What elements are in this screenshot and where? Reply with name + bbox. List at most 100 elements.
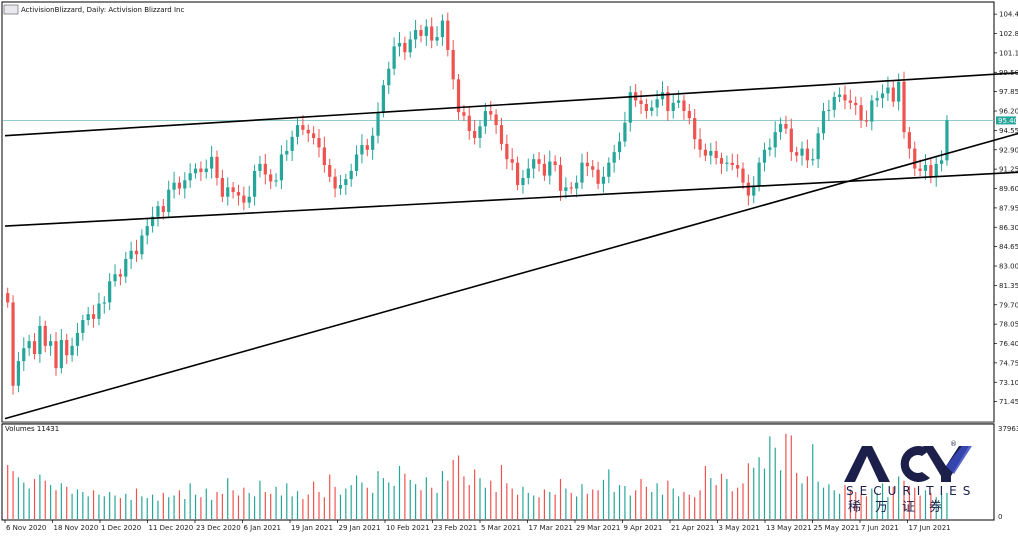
candle-body bbox=[553, 161, 557, 166]
candle-body bbox=[193, 168, 198, 174]
candle-body bbox=[714, 150, 718, 158]
y-tick-label: 97.85 bbox=[999, 88, 1018, 96]
candle-body bbox=[478, 126, 482, 139]
candle-body bbox=[778, 123, 783, 133]
x-tick-label: 19 Jan 2021 bbox=[291, 524, 333, 532]
candle-body bbox=[145, 226, 149, 236]
y-tick-label: 94.55 bbox=[999, 127, 1018, 135]
candle-body bbox=[923, 165, 928, 171]
candle-body bbox=[736, 165, 740, 169]
candle-body bbox=[210, 156, 214, 169]
candle-body bbox=[263, 163, 267, 175]
candle-body bbox=[483, 111, 487, 127]
x-tick-label: 5 Mar 2021 bbox=[481, 524, 521, 532]
candle-body bbox=[693, 118, 697, 140]
candle-body bbox=[617, 141, 622, 153]
x-tick-label: 7 Jun 2021 bbox=[861, 524, 899, 532]
candle-body bbox=[11, 302, 15, 386]
candle-body bbox=[719, 157, 724, 164]
candle-body bbox=[150, 216, 155, 227]
volume-zero-label: 0 bbox=[998, 513, 1002, 521]
candle-body bbox=[784, 123, 788, 129]
y-tick-label: 104.45 bbox=[999, 11, 1018, 19]
candle-body bbox=[650, 107, 654, 112]
candle-body bbox=[843, 94, 847, 101]
candle-body bbox=[258, 163, 262, 171]
candle-body bbox=[86, 314, 90, 321]
y-tick-label: 92.90 bbox=[999, 146, 1018, 154]
candle-body bbox=[435, 37, 439, 41]
candles bbox=[6, 12, 949, 395]
candle-body bbox=[768, 147, 772, 150]
candle-body bbox=[709, 150, 713, 156]
candle-body bbox=[371, 135, 375, 150]
candle-body bbox=[897, 81, 901, 102]
candle-body bbox=[510, 159, 514, 163]
candle-body bbox=[360, 145, 364, 155]
candle-body bbox=[666, 92, 670, 112]
x-tick-label: 25 May 2021 bbox=[814, 524, 860, 532]
candle-body bbox=[65, 339, 69, 356]
candle-body bbox=[295, 125, 300, 137]
x-tick-label: 21 Apr 2021 bbox=[671, 524, 714, 532]
trendlines[interactable] bbox=[4, 67, 1018, 420]
candle-body bbox=[338, 184, 343, 189]
candle-body bbox=[945, 120, 949, 161]
svg-text:95.40: 95.40 bbox=[998, 117, 1018, 125]
candle-body bbox=[408, 39, 412, 53]
candle-body bbox=[354, 154, 359, 171]
x-tick-label: 17 Mar 2021 bbox=[529, 524, 573, 532]
candle-body bbox=[419, 30, 423, 36]
chart-title: ActivisionBlizzard, Daily: Activision Bl… bbox=[21, 6, 184, 14]
candle-body bbox=[564, 187, 568, 191]
x-tick-label: 17 Jun 2021 bbox=[909, 524, 951, 532]
candle-body bbox=[886, 87, 890, 94]
x-tick-label: 6 Jan 2021 bbox=[244, 524, 282, 532]
symbol-icon[interactable] bbox=[3, 4, 19, 15]
candle-body bbox=[301, 125, 305, 130]
candle-body bbox=[795, 152, 799, 156]
candle-body bbox=[97, 303, 101, 319]
x-tick-label: 10 Feb 2021 bbox=[386, 524, 430, 532]
candle-body bbox=[290, 136, 294, 151]
candle-body bbox=[279, 154, 284, 181]
current-price-tag: 95.40 bbox=[996, 116, 1018, 125]
candle-body bbox=[247, 196, 251, 203]
candle-body bbox=[242, 195, 246, 203]
candle-body bbox=[725, 162, 729, 164]
candle-body bbox=[54, 341, 58, 369]
candle-body bbox=[269, 174, 273, 182]
candle-body bbox=[821, 111, 826, 134]
candle-body bbox=[757, 162, 761, 187]
candle-body bbox=[6, 293, 10, 303]
logo-chinese: 稀万证券 bbox=[848, 499, 956, 515]
candle-body bbox=[473, 130, 477, 139]
y-axis: 104.45 102.80 101.15 99.50 97.85 96.20 94.55 92… bbox=[994, 11, 1018, 406]
candle-body bbox=[312, 133, 316, 139]
x-tick-label: 9 Apr 2021 bbox=[624, 524, 663, 532]
candle-body bbox=[660, 92, 665, 100]
price-pane-frame bbox=[1, 1, 995, 423]
candle-body bbox=[75, 332, 80, 346]
candle-body bbox=[671, 102, 675, 112]
volume-bars bbox=[7, 433, 948, 519]
y-tick-label: 91.25 bbox=[999, 166, 1018, 174]
candle-body bbox=[891, 87, 895, 102]
candle-body bbox=[231, 187, 235, 193]
candle-body bbox=[124, 258, 128, 277]
candle-body bbox=[730, 162, 734, 166]
y-tick-label: 74.75 bbox=[999, 359, 1018, 367]
candle-body bbox=[22, 348, 26, 362]
candle-body bbox=[27, 341, 31, 349]
candle-body bbox=[703, 149, 708, 156]
candle-body bbox=[682, 100, 686, 112]
candle-body bbox=[585, 162, 589, 167]
x-tick-label: 13 May 2021 bbox=[766, 524, 812, 532]
candle-body bbox=[456, 79, 461, 113]
candle-body bbox=[934, 163, 938, 177]
y-tick-label: 84.65 bbox=[999, 243, 1018, 251]
candle-body bbox=[789, 128, 793, 153]
candle-body bbox=[413, 30, 418, 40]
candle-body bbox=[591, 166, 595, 170]
candle-body bbox=[864, 120, 869, 122]
